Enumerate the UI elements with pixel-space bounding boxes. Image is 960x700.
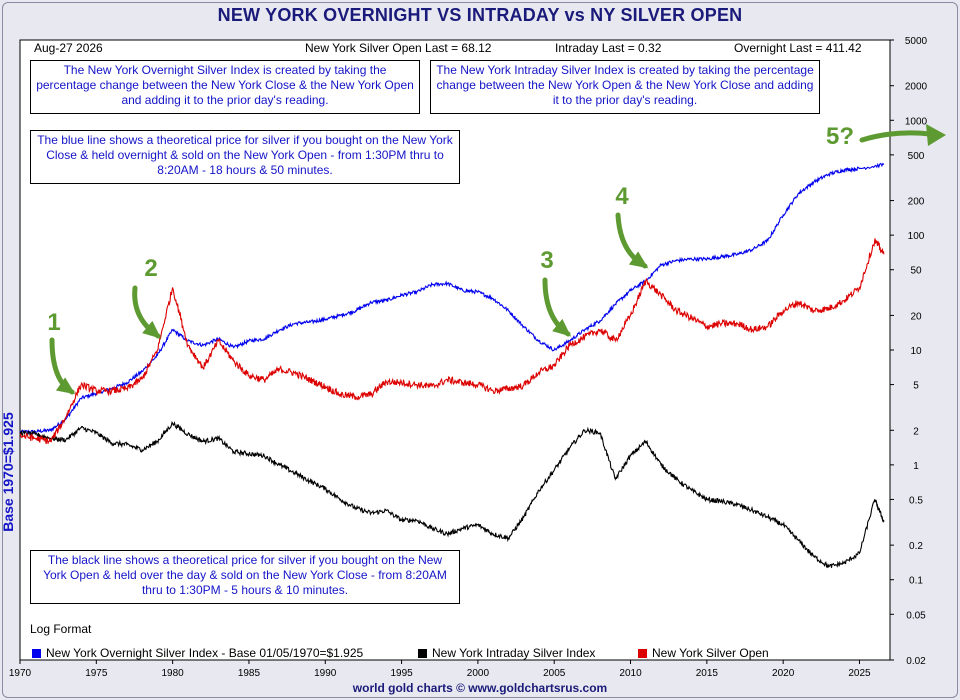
y-tick-label: 500 [908, 151, 925, 162]
y-axis-label: Base 1970=$1.925 [0, 412, 16, 532]
legend-label-silver-open: New York Silver Open [652, 646, 769, 660]
y-tick-label: 200 [908, 197, 925, 208]
y-tick-label: 50 [910, 266, 922, 277]
annotation-label-2: 2 [144, 255, 157, 282]
annotation-arrowhead-5 [926, 124, 946, 146]
x-tick-label: 1980 [162, 668, 185, 679]
x-tick-label: 2010 [619, 668, 642, 679]
x-tick-label: 1975 [85, 668, 108, 679]
annotation-arrowhead-2 [142, 320, 162, 339]
x-tick-label: 2005 [543, 668, 566, 679]
header-overnight-last: Overnight Last = 411.42 [734, 41, 862, 55]
annotation-label-5: 5? [826, 123, 854, 150]
blue-line-note-box: The blue line shows a theoretical price … [30, 130, 460, 184]
y-tick-label: 0.05 [906, 610, 926, 621]
x-tick-label: 2025 [848, 668, 871, 679]
legend-swatch-blue [32, 649, 41, 658]
y-tick-label: 2000 [905, 82, 928, 93]
y-tick-label: 100 [908, 231, 925, 242]
annotation-arrowhead-3 [552, 318, 572, 337]
y-tick-label: 0.02 [906, 656, 926, 667]
x-tick-label: 1970 [9, 668, 32, 679]
header-date: Aug-27 2026 [34, 41, 103, 55]
x-tick-label: 1995 [390, 668, 413, 679]
header-silver-open-last: New York Silver Open Last = 68.12 [305, 41, 492, 55]
x-tick-label: 1985 [238, 668, 261, 679]
legend-label-intraday: New York Intraday Silver Index [432, 646, 596, 660]
x-tick-label: 1990 [314, 668, 337, 679]
chart-title: NEW YORK OVERNIGHT VS INTRADAY vs NY SIL… [217, 5, 743, 25]
y-tick-label: 1 [913, 461, 919, 472]
header-intraday-last: Intraday Last = 0.32 [555, 41, 662, 55]
annotation-arrowhead-1 [55, 377, 76, 395]
series-line-silver-open [19, 238, 885, 445]
log-format-label: Log Format [30, 622, 92, 636]
y-tick-label: 0.1 [909, 576, 923, 587]
y-tick-label: 20 [910, 311, 922, 322]
annotation-label-4: 4 [615, 183, 629, 210]
x-tick-label: 2000 [467, 668, 490, 679]
x-tick-label: 2015 [696, 668, 719, 679]
annotation-arrow-5 [859, 130, 933, 143]
series-line-overnight [19, 162, 885, 435]
annotation-label-3: 3 [540, 247, 553, 274]
legend-label-overnight: New York Overnight Silver Index - Base 0… [46, 646, 364, 660]
legend-swatch-black [418, 649, 427, 658]
y-tick-label: 5000 [905, 36, 928, 47]
black-line-note-box: The black line shows a theoretical price… [30, 550, 460, 604]
overnight-note-box: The New York Overnight Silver Index is c… [30, 60, 420, 114]
legend-silver-open: New York Silver Open [638, 646, 769, 660]
y-tick-label: 10 [910, 346, 922, 357]
series-line-intraday [19, 421, 885, 569]
y-tick-label: 0.5 [909, 495, 923, 506]
intraday-note-box: The New York Intraday Silver Index is cr… [430, 60, 820, 114]
y-tick-label: 0.2 [909, 541, 923, 552]
y-tick-label: 1000 [905, 116, 928, 127]
annotation-arrowhead-4 [628, 251, 649, 269]
legend-intraday: New York Intraday Silver Index [418, 646, 595, 660]
y-tick-label: 2 [913, 426, 919, 437]
legend-overnight: New York Overnight Silver Index - Base 0… [32, 646, 363, 660]
y-tick-label: 5 [913, 381, 919, 392]
legend-swatch-red [638, 649, 647, 658]
x-tick-label: 2020 [772, 668, 795, 679]
annotation-label-1: 1 [47, 309, 60, 336]
footer-credit: world gold charts © www.goldchartsrus.co… [352, 681, 608, 695]
